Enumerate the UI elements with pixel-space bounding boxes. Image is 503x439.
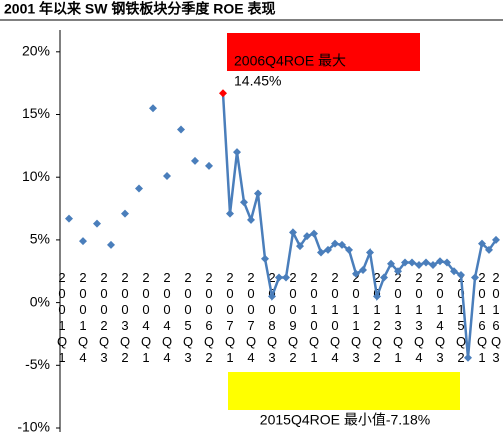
y-tick-label: 5% — [30, 231, 50, 247]
data-point — [93, 219, 101, 228]
data-point — [324, 245, 332, 254]
chart-title: 2001 年以来 SW 钢铁板块分季度 ROE 表现 — [4, 1, 275, 17]
x-tick-label: 2012Q2 — [370, 270, 385, 366]
x-tick-label: 2013Q1 — [391, 270, 406, 366]
data-point — [268, 292, 276, 301]
data-point — [79, 237, 87, 246]
data-point — [219, 89, 227, 98]
x-tick-label: 2011Q3 — [349, 270, 364, 366]
series-line — [221, 93, 498, 358]
data-point — [429, 260, 437, 269]
data-point — [149, 104, 157, 113]
x-tick-label: 2009Q2 — [286, 270, 301, 366]
y-tick-label: 0% — [30, 293, 50, 309]
data-point — [443, 258, 451, 267]
data-point — [240, 198, 248, 207]
data-point — [296, 242, 304, 251]
data-point — [380, 273, 388, 282]
data-point — [338, 240, 346, 249]
data-point — [289, 228, 297, 237]
max-callout: 2006Q4ROE 最大 — [234, 53, 346, 69]
data-point — [485, 245, 493, 254]
x-tick-label: 2008Q3 — [265, 270, 280, 366]
data-point — [275, 273, 283, 282]
data-point — [163, 171, 171, 180]
data-point — [394, 267, 402, 276]
y-tick-label: 10% — [22, 168, 50, 184]
data-point — [107, 240, 115, 249]
data-point — [471, 273, 479, 282]
data-point — [415, 260, 423, 269]
data-point — [492, 235, 500, 244]
data-point — [478, 239, 486, 248]
data-point — [401, 258, 409, 267]
x-tick-label: 2004Q1 — [139, 270, 154, 366]
x-tick-label: 2015Q2 — [454, 270, 469, 366]
data-point — [387, 259, 395, 268]
data-point — [359, 266, 367, 274]
x-tick-label: 2016Q1 — [475, 270, 490, 366]
data-point — [310, 229, 318, 238]
data-point — [422, 258, 430, 267]
y-tick-label: -5% — [25, 356, 50, 372]
x-tick-label: 2007Q4 — [244, 270, 259, 366]
data-point — [282, 273, 290, 282]
data-point — [205, 161, 213, 170]
data-point — [65, 214, 73, 223]
max-value-label: 14.45% — [234, 73, 281, 89]
min-callout: 2015Q4ROE 最小值-7.18% — [260, 412, 430, 428]
x-tick-label: 2003Q2 — [118, 270, 133, 366]
data-point — [135, 184, 143, 193]
x-tick-label: 2004Q4 — [160, 270, 175, 366]
max-callout-box — [227, 33, 420, 71]
data-point — [317, 248, 325, 257]
data-point — [464, 353, 472, 362]
data-point — [457, 271, 465, 280]
y-tick-label: -10% — [17, 419, 50, 435]
data-point — [345, 245, 353, 254]
data-point — [331, 239, 339, 248]
data-point — [408, 258, 416, 267]
x-tick-label: 2005Q3 — [181, 270, 196, 366]
data-point — [366, 248, 374, 257]
y-tick-label: 20% — [22, 43, 50, 59]
data-point — [247, 215, 255, 224]
min-callout-box — [228, 372, 460, 410]
y-tick-label: 15% — [22, 105, 50, 121]
data-point — [436, 257, 444, 266]
x-tick-label: 2002Q3 — [97, 270, 112, 366]
data-point — [254, 189, 262, 198]
data-point — [226, 209, 234, 218]
x-tick-label: 2013Q4 — [412, 270, 427, 366]
data-point — [177, 125, 185, 134]
data-point — [261, 254, 269, 263]
data-point — [352, 269, 360, 278]
data-point — [303, 232, 311, 241]
data-point — [121, 209, 129, 218]
x-tick-label: 2010Q1 — [307, 270, 322, 366]
data-point — [233, 148, 241, 157]
data-point — [191, 156, 199, 165]
x-tick-label: 2016Q3 — [489, 270, 503, 366]
x-tick-label: 2006Q2 — [202, 270, 217, 366]
x-tick-label: 2010Q4 — [328, 270, 343, 366]
data-point — [373, 292, 381, 301]
x-tick-label: 2014Q3 — [433, 270, 448, 366]
x-tick-label: 2001Q1 — [55, 270, 70, 366]
data-point — [450, 267, 458, 276]
x-tick-label: 2007Q1 — [223, 270, 238, 366]
x-tick-label: 2001Q4 — [76, 270, 91, 366]
